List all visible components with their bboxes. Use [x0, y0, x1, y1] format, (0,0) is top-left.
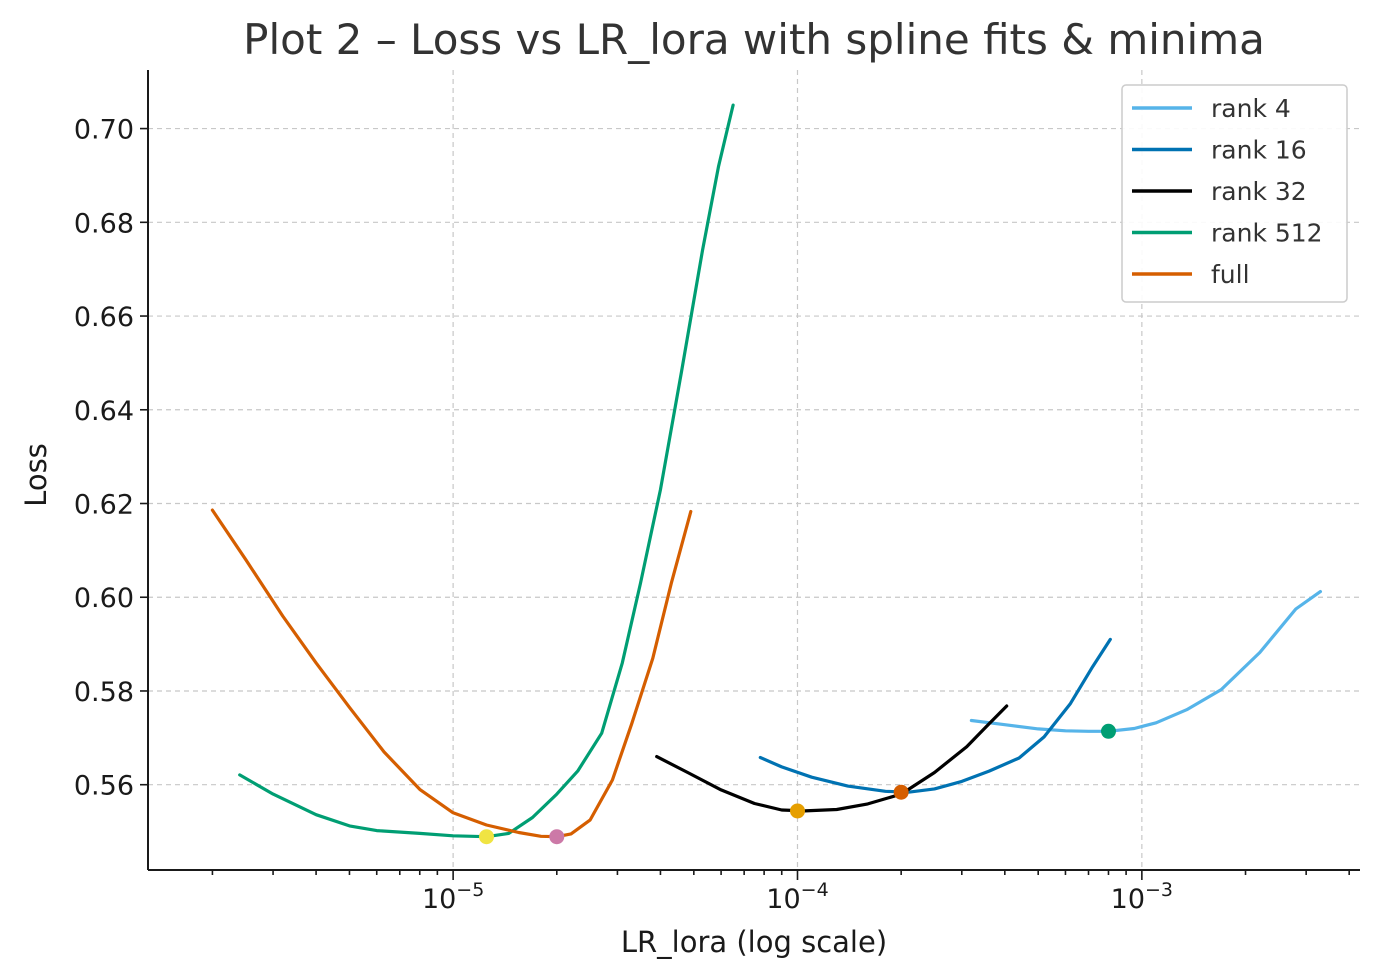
y-tick-label: 0.68 [74, 208, 134, 239]
y-axis-label: Loss [19, 443, 53, 507]
x-tick-label: 10−5 [422, 879, 484, 915]
y-tick-label: 0.60 [74, 583, 134, 614]
legend-frame [1121, 84, 1348, 303]
series-line-rank-32 [655, 704, 1009, 813]
x-tick-label: 10−4 [766, 879, 828, 915]
legend-label-full: full [1211, 260, 1250, 289]
chart-title: Plot 2 – Loss vs LR_lora with spline fit… [243, 15, 1265, 64]
series-line-rank-512 [238, 103, 735, 839]
legend-label-rank-32: rank 32 [1211, 177, 1307, 206]
legend-label-rank-4: rank 4 [1211, 94, 1291, 123]
y-ticks: 0.56 0.58 0.60 0.62 0.64 0.66 0.68 0.70 [74, 115, 148, 802]
y-tick-label: 0.56 [74, 771, 134, 802]
x-axis-label: LR_lora (log scale) [621, 925, 887, 959]
legend: rank 4 rank 16 rank 32 rank 512 full [1121, 84, 1348, 303]
series-line-rank-16 [758, 637, 1112, 794]
series-line-rank-4 [969, 589, 1323, 733]
y-tick-label: 0.66 [74, 302, 134, 333]
x-tick-label: 10−3 [1111, 879, 1173, 915]
grid-lines [148, 70, 1360, 870]
series-line-full [210, 508, 693, 839]
minimum-marker-rank-4 [1100, 723, 1116, 739]
axes [147, 70, 1360, 871]
minimum-marker-rank-512 [478, 829, 494, 845]
minima-markers [478, 723, 1116, 845]
y-tick-label: 0.70 [74, 115, 134, 146]
legend-label-rank-16: rank 16 [1211, 136, 1307, 165]
minimum-marker-rank-16 [893, 784, 909, 800]
y-tick-label: 0.64 [74, 396, 134, 427]
y-tick-label: 0.62 [74, 490, 134, 521]
series-lines [210, 103, 1323, 839]
legend-label-rank-512: rank 512 [1211, 219, 1323, 248]
minimum-marker-rank-32 [789, 803, 805, 819]
y-tick-label: 0.58 [74, 677, 134, 708]
x-ticks: 10−5 10−4 10−3 [422, 870, 1173, 915]
minimum-marker-full [549, 829, 565, 845]
